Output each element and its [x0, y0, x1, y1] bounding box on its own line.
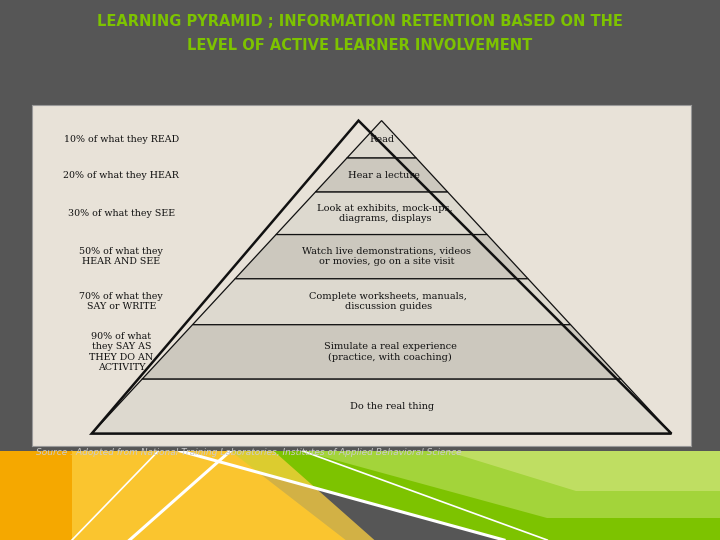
Text: 20% of what they HEAR: 20% of what they HEAR	[63, 171, 179, 179]
Text: Look at exhibits, mock-ups,
diagrams, displays: Look at exhibits, mock-ups, diagrams, di…	[318, 204, 453, 223]
Text: Simulate a real experience
(practice, with coaching): Simulate a real experience (practice, wi…	[324, 342, 456, 362]
Text: 50% of what they
HEAR AND SEE: 50% of what they HEAR AND SEE	[79, 247, 163, 266]
Polygon shape	[72, 451, 374, 540]
Polygon shape	[0, 451, 230, 540]
Polygon shape	[315, 158, 448, 192]
Text: 30% of what they SEE: 30% of what they SEE	[68, 209, 175, 218]
Text: Do the real thing: Do the real thing	[350, 402, 434, 411]
Polygon shape	[142, 325, 621, 379]
Text: Hear a lecture: Hear a lecture	[348, 171, 420, 179]
Polygon shape	[235, 234, 528, 279]
Text: LEARNING PYRAMID ; INFORMATION RETENTION BASED ON THE: LEARNING PYRAMID ; INFORMATION RETENTION…	[97, 14, 623, 29]
Text: Complete worksheets, manuals,
discussion guides: Complete worksheets, manuals, discussion…	[310, 292, 467, 312]
Text: Read: Read	[369, 135, 395, 144]
Polygon shape	[302, 451, 720, 518]
Polygon shape	[446, 451, 720, 491]
Polygon shape	[0, 451, 346, 540]
Text: Watch live demonstrations, videos
or movies, go on a site visit: Watch live demonstrations, videos or mov…	[302, 247, 471, 266]
Text: 10% of what they READ: 10% of what they READ	[64, 135, 179, 144]
Polygon shape	[276, 192, 487, 234]
Text: 70% of what they
SAY or WRITE: 70% of what they SAY or WRITE	[79, 292, 163, 312]
Polygon shape	[192, 279, 571, 325]
Text: 90% of what
they SAY AS
THEY DO AN
ACTIVITY: 90% of what they SAY AS THEY DO AN ACTIV…	[89, 332, 153, 372]
Text: LEVEL OF ACTIVE LEARNER INVOLVEMENT: LEVEL OF ACTIVE LEARNER INVOLVEMENT	[187, 38, 533, 53]
Polygon shape	[347, 120, 416, 158]
Text: Source : Adopted from National Training Laboratories, Institutes of Applied Beha: Source : Adopted from National Training …	[36, 448, 462, 457]
Polygon shape	[180, 451, 720, 540]
Polygon shape	[91, 379, 672, 434]
